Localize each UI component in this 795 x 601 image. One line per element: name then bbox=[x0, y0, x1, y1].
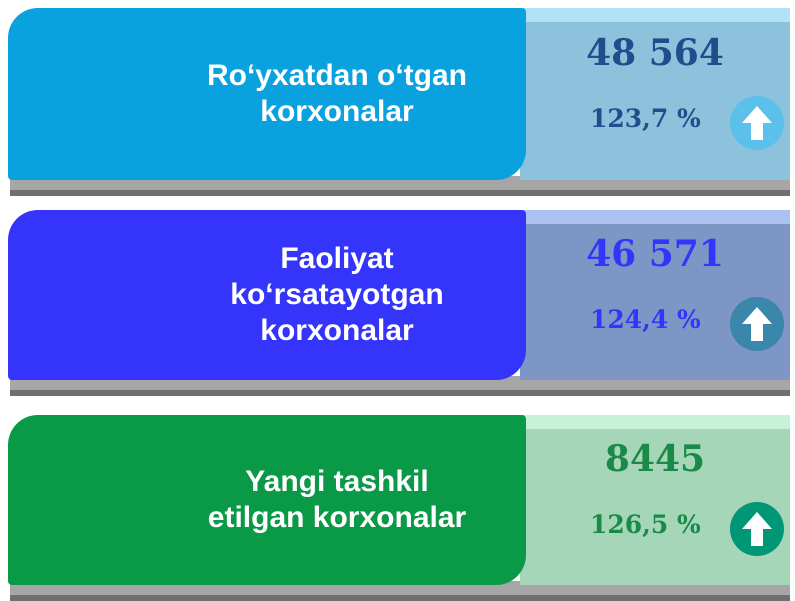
card-shadow bbox=[10, 376, 790, 396]
label-panel: Ro‘yxatdan o‘tgan korxonalar bbox=[8, 8, 526, 180]
up-icon bbox=[730, 96, 784, 150]
value: 46 571 bbox=[586, 233, 724, 275]
label-line: ko‘rsatayotgan bbox=[230, 278, 444, 311]
arrow bbox=[742, 512, 772, 546]
value-panel: 48 564 123,7 % bbox=[520, 8, 790, 180]
panel-strip bbox=[520, 8, 790, 22]
percent: 126,5 % bbox=[590, 510, 701, 539]
card-shadow bbox=[10, 176, 790, 196]
arrow bbox=[742, 307, 772, 341]
label-panel: Yangi tashkil etilgan korxonalar bbox=[8, 415, 526, 585]
value: 8445 bbox=[604, 438, 706, 480]
label-line: Yangi tashkil bbox=[245, 465, 429, 498]
value: 48 564 bbox=[586, 32, 724, 74]
up-icon bbox=[730, 502, 784, 556]
panel-strip bbox=[520, 415, 790, 429]
label-line: etilgan korxonalar bbox=[207, 501, 467, 534]
value-panel: 46 571 124,4 % bbox=[520, 210, 790, 380]
card-shadow bbox=[10, 581, 790, 601]
label-line: korxonalar bbox=[260, 314, 414, 347]
panel-strip bbox=[520, 210, 790, 224]
percent: 123,7 % bbox=[590, 104, 701, 133]
value-panel: 8445 126,5 % bbox=[520, 415, 790, 585]
label-panel: Faoliyat ko‘rsatayotgan korxonalar bbox=[8, 210, 526, 380]
label-line: Ro‘yxatdan o‘tgan bbox=[206, 59, 468, 92]
label-line: Faoliyat bbox=[280, 242, 394, 275]
arrow bbox=[742, 106, 772, 140]
percent: 124,4 % bbox=[590, 305, 701, 334]
up-icon bbox=[730, 297, 784, 351]
label-line: korxonalar bbox=[260, 95, 414, 128]
